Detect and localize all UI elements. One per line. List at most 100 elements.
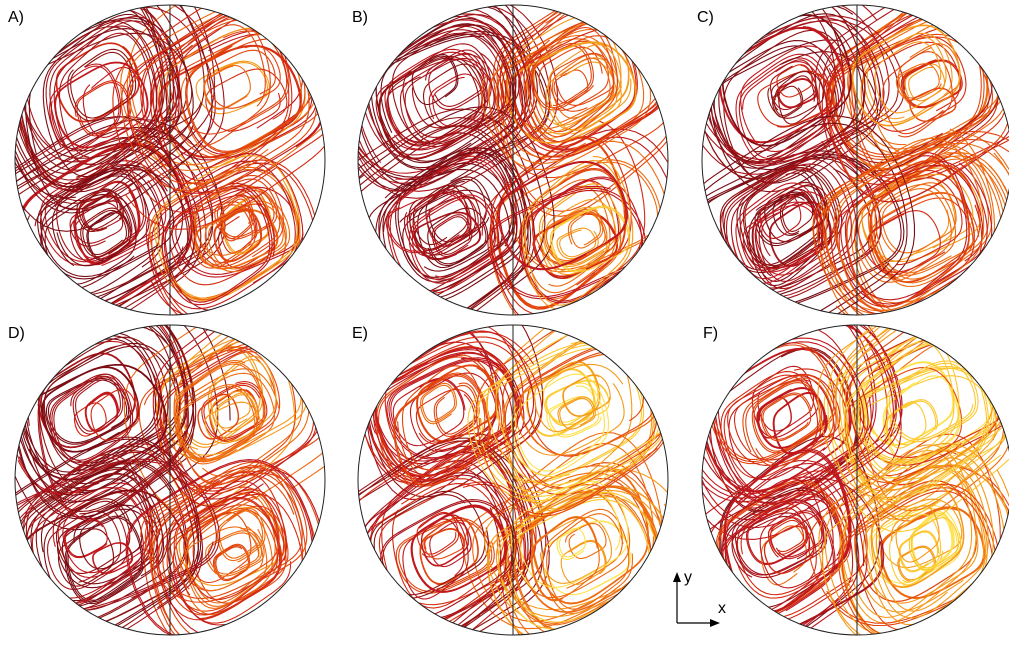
x-arrowhead <box>710 619 720 627</box>
streamline <box>878 182 957 254</box>
streamline <box>756 396 792 439</box>
streamline <box>740 45 846 153</box>
streamline <box>397 365 486 477</box>
streamline <box>513 363 625 456</box>
streamline <box>171 186 304 278</box>
streamlines <box>702 325 1009 635</box>
panel: E) <box>352 324 669 636</box>
streamline <box>757 70 834 128</box>
streamline <box>867 152 993 288</box>
streamline <box>845 159 970 308</box>
streamline <box>772 85 804 118</box>
streamline <box>63 518 108 559</box>
streamline <box>73 503 143 570</box>
streamline <box>702 150 882 299</box>
streamline <box>742 374 837 467</box>
streamline <box>402 513 469 600</box>
streamline <box>358 13 535 180</box>
streamline <box>533 361 601 433</box>
streamline <box>411 53 459 106</box>
streamlines <box>15 5 325 315</box>
streamlines <box>358 5 668 315</box>
streamline <box>870 483 965 588</box>
streamline <box>481 128 668 315</box>
panel-label: F) <box>703 325 718 342</box>
streamline <box>518 179 622 300</box>
streamline <box>547 44 632 131</box>
streamline <box>37 164 175 280</box>
streamline <box>415 388 478 445</box>
streamline <box>551 53 615 123</box>
streamline <box>423 527 466 560</box>
streamline <box>767 70 825 119</box>
panel: D) <box>8 324 326 636</box>
streamline <box>191 174 284 267</box>
streamline <box>207 355 277 442</box>
streamline <box>542 508 634 614</box>
streamline <box>212 543 251 582</box>
streamline <box>702 325 902 540</box>
streamline <box>505 484 631 599</box>
streamline <box>751 380 824 454</box>
streamline <box>375 325 524 481</box>
panel: F) <box>701 324 1009 636</box>
streamline <box>358 108 530 310</box>
streamline <box>882 51 953 138</box>
streamline <box>420 514 469 567</box>
streamline <box>487 489 668 618</box>
streamline <box>206 45 281 109</box>
streamline <box>760 392 812 442</box>
streamline <box>70 373 124 435</box>
panel-label: E) <box>352 325 368 342</box>
streamline <box>15 5 225 210</box>
streamline <box>64 515 144 605</box>
streamline <box>850 152 1009 315</box>
streamline <box>205 528 265 577</box>
streamline <box>725 158 857 294</box>
streamline <box>413 211 482 261</box>
streamline <box>754 191 836 276</box>
streamline <box>556 527 586 560</box>
streamline <box>731 182 824 284</box>
streamline <box>703 17 885 167</box>
streamline <box>862 32 953 124</box>
streamline <box>420 382 457 425</box>
streamline <box>521 156 634 310</box>
streamline <box>817 325 1008 499</box>
streamline <box>835 160 993 305</box>
streamline <box>885 401 927 449</box>
y-axis-label: y <box>684 569 692 586</box>
streamline <box>543 208 608 263</box>
streamline <box>842 12 1007 154</box>
streamline <box>702 5 866 180</box>
streamline <box>900 59 963 109</box>
streamline <box>403 189 472 257</box>
streamline <box>216 507 266 563</box>
streamline <box>530 516 600 602</box>
streamline <box>510 480 629 591</box>
streamline <box>49 63 122 152</box>
streamline <box>395 517 495 594</box>
streamline <box>173 359 266 462</box>
streamline <box>895 63 942 101</box>
streamline <box>769 59 817 111</box>
streamline <box>15 436 204 635</box>
streamline <box>889 514 944 586</box>
streamline <box>557 396 596 430</box>
streamline <box>368 450 527 635</box>
streamline <box>427 207 489 267</box>
streamline <box>81 194 125 232</box>
streamline <box>560 539 607 586</box>
streamline <box>542 363 599 426</box>
streamlines <box>15 325 325 635</box>
streamline <box>54 61 149 149</box>
streamline <box>861 36 967 132</box>
streamline <box>219 193 254 242</box>
streamline <box>391 21 520 145</box>
streamline <box>51 175 150 267</box>
streamline <box>416 364 499 443</box>
streamline <box>197 393 240 440</box>
streamline <box>185 525 264 592</box>
streamline <box>205 68 288 132</box>
